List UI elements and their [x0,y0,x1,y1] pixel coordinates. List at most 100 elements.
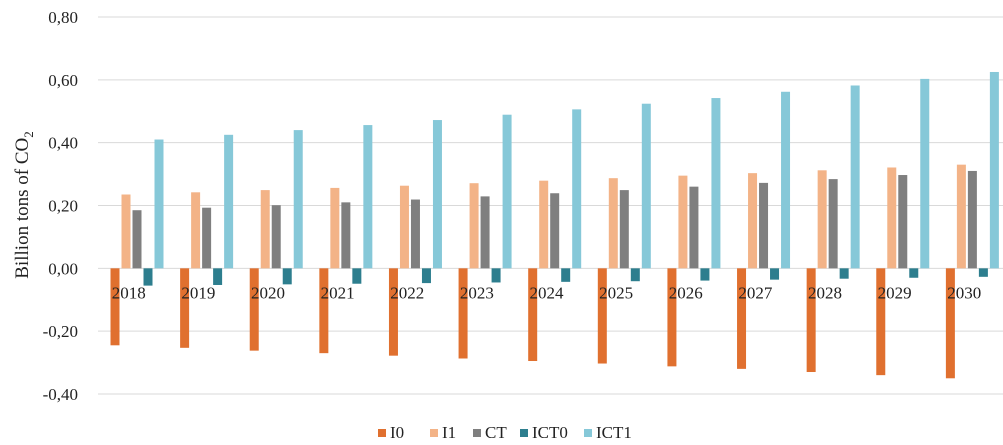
x-tick-labels: 2018 2019 2020 2021 2022 2023 2024 2025 2026 2027… [112,283,981,302]
y-tick-label: 0,20 [48,197,78,216]
y-tick-label: 0,00 [48,259,78,278]
bar-ict1-2019 [224,134,234,269]
bar-ct-2022 [410,199,420,269]
bar-i0-2022 [388,268,398,356]
bar-i1-2020 [260,190,270,269]
bar-ict1-2029 [920,78,930,269]
bar-ct-2023 [480,196,490,269]
bar-ict0-2019 [213,268,223,285]
x-tick-label: 2025 [599,283,633,302]
bar-ct-2021 [341,202,351,269]
bar-i1-2023 [469,183,479,269]
bar-ict1-2024 [572,109,582,269]
bar-i1-2030 [956,164,966,269]
bar-i1-2028 [817,170,827,269]
bar-i1-2026 [678,175,688,269]
bar-i1-2021 [330,187,340,269]
x-tick-label: 2030 [947,283,981,302]
bar-i0-2021 [319,268,329,354]
bar-ict1-2030 [989,71,999,269]
bar-i1-2018 [121,194,131,269]
y-tick-label: -0,20 [43,322,78,341]
legend-label-i0: I0 [390,423,404,442]
x-tick-label: 2018 [112,283,146,302]
x-tick-label: 2023 [460,283,494,302]
bar-ict0-2024 [561,268,571,282]
bar-ict1-2021 [363,125,373,269]
x-tick-label: 2022 [390,283,424,302]
bar-ct-2030 [967,170,977,269]
legend-swatch-ct [473,429,481,437]
bar-ict0-2025 [630,268,640,282]
bar-ict1-2023 [502,114,512,269]
bar-ict0-2026 [700,268,710,281]
bar-ict0-2021 [352,268,362,284]
bar-ict0-2018 [143,268,153,286]
bar-ict0-2029 [909,268,919,278]
y-tick-labels: -0,40 -0,20 0,00 0,20 0,40 0,60 0,80 [43,8,78,404]
x-tick-label: 2024 [530,283,565,302]
bar-ict1-2025 [641,103,651,269]
legend-swatch-ict1 [584,429,592,437]
legend-swatch-i0 [378,429,386,437]
bar-ict1-2026 [711,98,721,269]
x-tick-label: 2027 [738,283,773,302]
legend-label-ict0: ICT0 [532,423,568,442]
y-axis-label: Billion tons of CO2 [12,131,36,278]
bar-ct-2025 [619,190,629,269]
bar-ict0-2027 [770,268,780,280]
bar-ct-2027 [759,182,769,269]
bar-ct-2028 [828,179,838,269]
bar-i0-2029 [876,268,886,376]
bar-i1-2025 [608,178,618,269]
bar-ct-2020 [271,205,281,269]
bar-ct-2019 [202,207,212,269]
x-tick-label: 2019 [181,283,215,302]
bar-ict1-2018 [154,139,164,269]
x-tick-label: 2021 [321,283,355,302]
bar-ict0-2030 [978,268,988,277]
bar-i0-2024 [528,268,538,362]
x-tick-label: 2028 [808,283,842,302]
bar-i1-2019 [191,192,201,269]
bar-ict0-2022 [421,268,431,284]
bar-ct-2018 [132,210,142,269]
bar-i0-2025 [597,268,607,364]
y-tick-label: -0,40 [43,385,78,404]
legend-label-ict1: ICT1 [596,423,632,442]
bar-i1-2029 [887,167,897,269]
bar-ct-2026 [689,186,699,269]
bar-ict0-2023 [491,268,501,283]
legend-label-ct: CT [485,423,507,442]
legend-swatch-i1 [430,429,438,437]
bar-i1-2024 [539,180,549,269]
bar-ict1-2028 [850,85,860,269]
grid-lines [98,16,1003,395]
bar-i0-2018 [110,268,120,346]
x-tick-label: 2029 [878,283,912,302]
bar-i0-2026 [667,268,677,367]
bars [110,71,999,379]
bar-i0-2030 [945,268,955,379]
y-tick-label: 0,40 [48,134,78,153]
y-tick-label: 0,60 [48,71,78,90]
y-tick-label: 0,80 [48,8,78,27]
legend-label-i1: I1 [442,423,456,442]
bar-ict1-2027 [781,91,791,269]
x-tick-label: 2020 [251,283,285,302]
bar-i1-2022 [399,185,409,269]
bar-ict1-2022 [432,120,442,269]
legend: I0 I1 CT ICT0 ICT1 [378,423,632,442]
bar-i0-2019 [180,268,190,348]
bar-ict0-2028 [839,268,849,279]
bar-i1-2027 [748,173,758,269]
bar-ct-2024 [550,193,560,269]
x-tick-label: 2026 [669,283,703,302]
bar-i0-2020 [249,268,259,351]
bar-ict1-2020 [293,130,303,269]
bar-i0-2028 [806,268,816,373]
bar-i0-2023 [458,268,468,359]
bar-i0-2027 [737,268,747,369]
bar-ict0-2020 [282,268,292,285]
